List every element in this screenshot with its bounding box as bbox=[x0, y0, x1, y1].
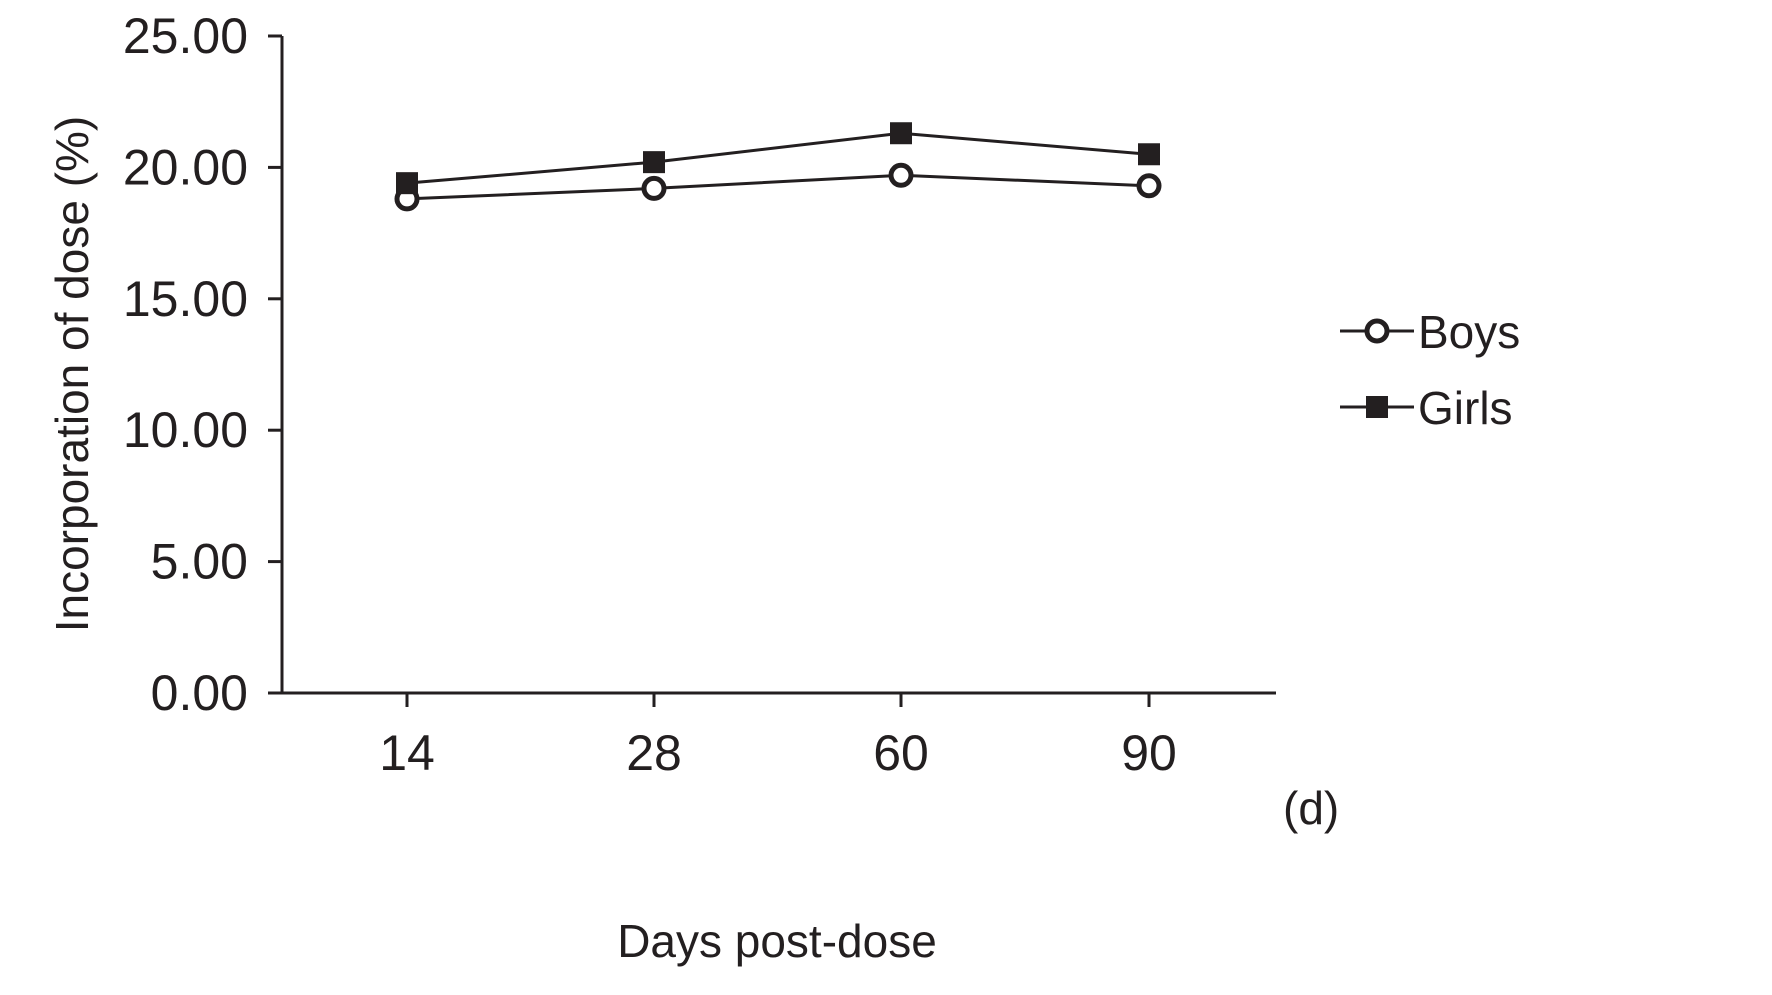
y-tick-label: 10.00 bbox=[123, 402, 248, 458]
y-axis-title: Incorporation of dose (%) bbox=[46, 116, 98, 633]
x-tick-label: 60 bbox=[873, 725, 929, 781]
y-tick-label: 15.00 bbox=[123, 271, 248, 327]
ticks: 0.00 5.00 10.00 15.00 20.00 25.00 14 28 60 90 bbox=[123, 8, 1177, 781]
y-tick-label: 25.00 bbox=[123, 8, 248, 64]
x-tick-label: 90 bbox=[1121, 725, 1177, 781]
x-tick-label: 28 bbox=[626, 725, 682, 781]
y-tick-label: 20.00 bbox=[123, 139, 248, 195]
legend-marker-girls bbox=[1366, 396, 1388, 418]
x-tick-label: 14 bbox=[379, 725, 435, 781]
legend-label-boys: Boys bbox=[1418, 306, 1520, 358]
data-point-girls bbox=[890, 122, 912, 145]
series bbox=[394, 122, 1162, 212]
y-tick-label: 0.00 bbox=[151, 665, 248, 721]
data-point-boys bbox=[641, 175, 667, 201]
series-line-boys bbox=[406, 173, 1150, 201]
data-point-girls bbox=[643, 151, 665, 174]
data-point-boys bbox=[888, 162, 914, 188]
series-line-girls bbox=[406, 131, 1150, 185]
legend: Boys Girls bbox=[1340, 306, 1520, 434]
data-point-girls bbox=[396, 172, 418, 195]
legend-marker-boys bbox=[1364, 318, 1390, 344]
y-tick-label: 5.00 bbox=[151, 534, 248, 590]
x-axis-unit-label: (d) bbox=[1283, 782, 1339, 834]
x-axis-title: Days post-dose bbox=[617, 915, 937, 967]
data-point-girls bbox=[1138, 143, 1160, 166]
axes bbox=[268, 36, 1276, 695]
data-point-boys bbox=[1136, 173, 1162, 199]
legend-label-girls: Girls bbox=[1418, 382, 1513, 434]
